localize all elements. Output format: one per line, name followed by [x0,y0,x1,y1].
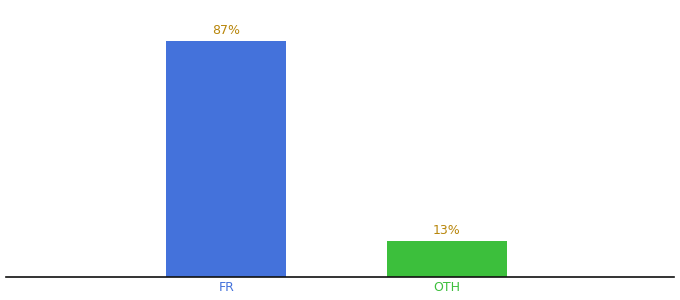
Bar [387,241,507,277]
Text: 13%: 13% [433,224,461,237]
Bar [166,41,286,277]
Text: 87%: 87% [212,24,240,37]
